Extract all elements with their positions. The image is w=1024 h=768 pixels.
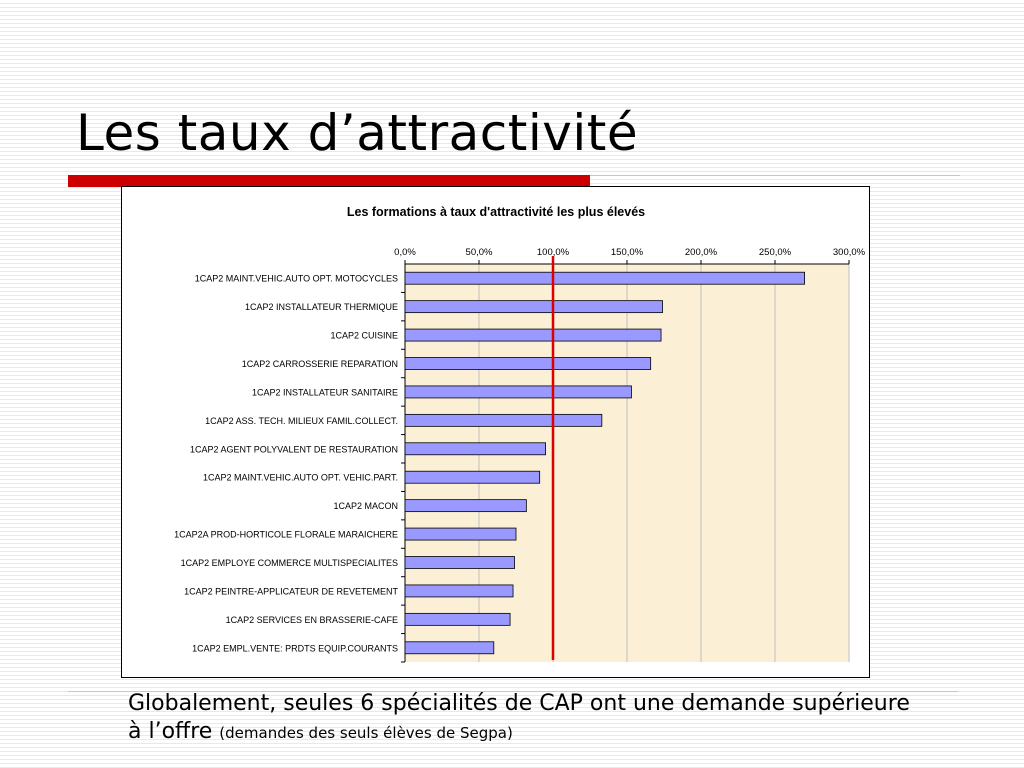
category-label: 1CAP2 EMPL.VENTE: PRDTS EQUIP.COURANTS [192, 643, 398, 653]
chart-title: Les formations à taux d'attractivité les… [347, 205, 645, 219]
bar [404, 328, 662, 342]
category-label: 1CAP2A PROD-HORTICOLE FLORALE MARAICHERE [174, 530, 398, 540]
chart-container: Les formations à taux d'attractivité les… [121, 186, 870, 678]
slide-caption: Globalement, seules 6 spécialités de CAP… [128, 690, 928, 747]
category-label: 1CAP2 ASS. TECH. MILIEUX FAMIL.COLLECT. [205, 416, 398, 426]
bar [404, 300, 663, 314]
bar [404, 470, 541, 484]
x-tick-label: 100,0% [537, 247, 570, 258]
x-tick-label: 150,0% [611, 247, 644, 258]
bar [404, 357, 652, 370]
bar [404, 413, 603, 427]
category-label: 1CAP2 INSTALLATEUR SANITAIRE [252, 387, 398, 397]
title-divider-line [590, 175, 960, 176]
bar [404, 612, 511, 626]
caption-divider-line [68, 691, 958, 692]
bar [404, 584, 514, 598]
x-tick-label: 250,0% [759, 247, 792, 258]
bar [404, 271, 806, 285]
bar [404, 556, 515, 569]
category-label: 1CAP2 AGENT POLYVALENT DE RESTAURATION [190, 444, 398, 454]
category-label: 1CAP2 MAINT.VEHIC.AUTO OPT. MOTOCYCLES [195, 274, 398, 284]
x-tick-label: 300,0% [833, 247, 866, 258]
slide-title: Les taux d’attractivité [76, 104, 639, 162]
bar [404, 527, 517, 541]
category-label: 1CAP2 INSTALLATEUR THERMIQUE [245, 302, 398, 312]
title-accent-bar [68, 175, 590, 187]
caption-note-text: (demandes des seuls élèves de Segpa) [219, 724, 513, 742]
category-label: 1CAP2 CARROSSERIE REPARATION [242, 359, 398, 369]
bar [404, 499, 527, 513]
x-tick-label: 50,0% [466, 247, 493, 258]
category-label: 1CAP2 SERVICES EN BRASSERIE-CAFE [226, 615, 398, 625]
category-label: 1CAP2 CUISINE [330, 331, 398, 341]
category-label: 1CAP2 MAINT.VEHIC.AUTO OPT. VEHIC.PART. [203, 473, 398, 483]
category-label: 1CAP2 EMPLOYE COMMERCE MULTISPECIALITES [181, 558, 398, 568]
caption-main-text: Globalement, seules 6 spécialités de CAP… [128, 691, 910, 744]
bar [404, 442, 547, 456]
bar [404, 385, 632, 399]
bar-chart: Les formations à taux d'attractivité les… [174, 205, 866, 663]
category-label: 1CAP2 MACON [333, 501, 398, 511]
category-label: 1CAP2 PEINTRE-APPLICATEUR DE REVETEMENT [184, 586, 398, 596]
x-tick-label: 200,0% [685, 247, 718, 258]
x-tick-label: 0,0% [394, 247, 416, 258]
bar [404, 641, 495, 655]
